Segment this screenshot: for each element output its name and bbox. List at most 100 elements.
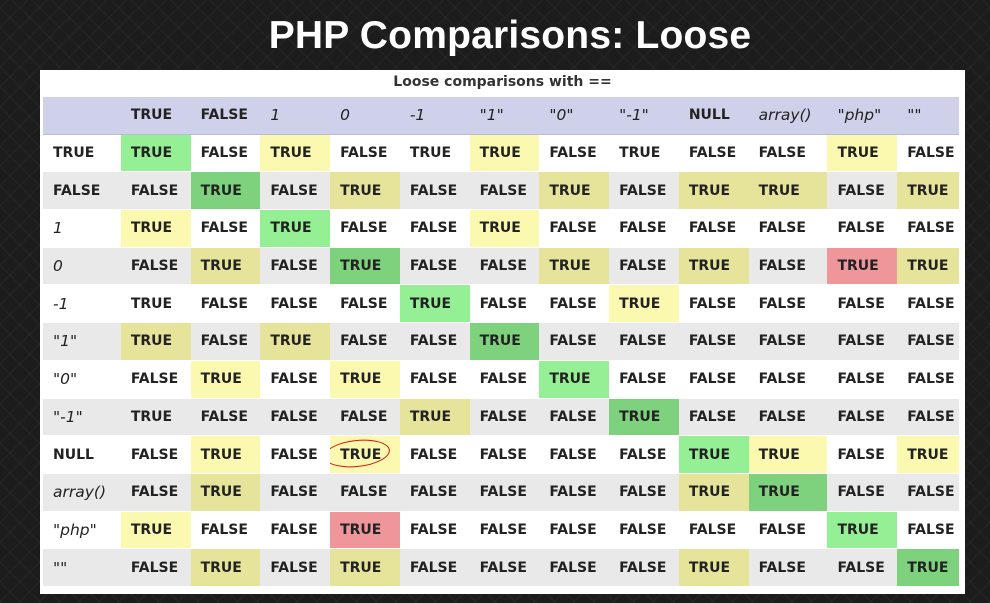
- result-cell: FALSE: [120, 171, 191, 211]
- result-cell: FALSE: [260, 435, 331, 474]
- result-cell: FALSE: [748, 397, 828, 437]
- row-header-php: "php": [43, 510, 121, 550]
- result-cell: FALSE: [330, 397, 400, 437]
- result-cell: FALSE: [330, 472, 400, 512]
- result-cell: FALSE: [330, 209, 400, 248]
- result-cell: FALSE: [469, 397, 540, 437]
- row-header-empty: "": [43, 548, 121, 587]
- result-cell: TRUE: [120, 284, 191, 324]
- result-cell: FALSE: [539, 510, 610, 550]
- column-header-1: 1: [260, 96, 331, 135]
- result-cell: FALSE: [897, 397, 959, 437]
- row-header-true: TRUE: [43, 133, 121, 173]
- result-cell: FALSE: [399, 548, 470, 587]
- result-cell: FALSE: [827, 209, 898, 248]
- column-header--1: -1: [399, 96, 470, 135]
- result-cell: FALSE: [399, 246, 470, 286]
- row-header-array: array(): [43, 472, 121, 512]
- result-cell: TRUE: [190, 435, 261, 474]
- result-cell: FALSE: [260, 246, 331, 286]
- result-cell: TRUE: [330, 246, 400, 286]
- row-header--1: "-1": [43, 397, 121, 437]
- column-header--1: "-1": [609, 96, 679, 135]
- result-cell: FALSE: [827, 322, 898, 361]
- result-cell: TRUE: [609, 284, 679, 324]
- result-cell: FALSE: [539, 397, 610, 437]
- result-cell: FALSE: [539, 209, 610, 248]
- result-cell: TRUE: [330, 510, 400, 550]
- column-header-1: "1": [469, 96, 540, 135]
- result-cell: FALSE: [260, 397, 331, 437]
- loose-comparison-table: TRUE FALSE 1 0 -1 "1" "0" "-1" NULL array() "php" "…: [43, 96, 959, 587]
- header-row: TRUE FALSE 1 0 -1 "1" "0" "-1" NULL array() "php" "…: [43, 96, 959, 135]
- result-cell: FALSE: [469, 548, 540, 587]
- result-cell: FALSE: [330, 133, 400, 173]
- result-cell: TRUE: [539, 171, 610, 211]
- result-cell: TRUE: [678, 246, 749, 286]
- result-cell: FALSE: [399, 209, 470, 248]
- result-cell: FALSE: [827, 397, 898, 437]
- result-cell: FALSE: [469, 246, 540, 286]
- row-header-0: 0: [43, 246, 121, 286]
- result-cell: FALSE: [190, 284, 261, 324]
- result-cell: FALSE: [190, 133, 261, 173]
- result-cell: TRUE: [609, 133, 679, 173]
- row-header-0: "0": [43, 359, 121, 399]
- result-cell: FALSE: [330, 284, 400, 324]
- result-cell: FALSE: [897, 510, 959, 550]
- result-cell: FALSE: [748, 548, 828, 587]
- result-cell: TRUE: [190, 359, 261, 399]
- corner-header-cell: [43, 96, 121, 135]
- column-header-empty: "": [897, 96, 959, 135]
- result-cell: FALSE: [120, 548, 191, 587]
- result-cell: FALSE: [399, 510, 470, 550]
- result-cell: FALSE: [748, 322, 828, 361]
- result-cell: TRUE: [748, 171, 828, 211]
- result-cell: TRUE: [827, 510, 898, 550]
- table-row: "php" TRUE FALSE FALSE TRUE FALSE FALSE FALSE FA…: [43, 510, 959, 550]
- result-cell: FALSE: [827, 435, 898, 474]
- result-cell: TRUE: [190, 246, 261, 286]
- result-cell: TRUE: [260, 322, 331, 361]
- table-row: "-1" TRUE FALSE FALSE FALSE TRUE FALSE FALSE TRU…: [43, 397, 959, 437]
- result-cell: FALSE: [120, 435, 191, 474]
- result-cell: FALSE: [678, 510, 749, 550]
- result-cell: FALSE: [897, 284, 959, 324]
- column-header-null: NULL: [678, 96, 749, 135]
- column-header-true: TRUE: [120, 96, 191, 135]
- row-header-false: FALSE: [43, 171, 121, 211]
- result-cell: FALSE: [609, 359, 679, 399]
- table-row: "" FALSE TRUE FALSE TRUE FALSE FALSE FALSE FALSE…: [43, 548, 959, 587]
- result-cell: FALSE: [190, 322, 261, 361]
- result-cell: TRUE: [120, 397, 191, 437]
- table-caption: Loose comparisons with ==: [393, 74, 612, 90]
- result-cell: FALSE: [539, 284, 610, 324]
- result-cell: TRUE: [469, 133, 540, 173]
- result-cell: TRUE: [330, 171, 400, 211]
- result-cell: TRUE: [399, 284, 470, 324]
- table-row: "0" FALSE TRUE FALSE TRUE FALSE FALSE TRUE FALSE…: [43, 359, 959, 399]
- result-cell: TRUE: [330, 359, 400, 399]
- result-cell: FALSE: [399, 171, 470, 211]
- result-cell: TRUE: [260, 209, 331, 248]
- result-cell: TRUE: [330, 435, 400, 474]
- result-cell: FALSE: [748, 284, 828, 324]
- table-row: NULL FALSE TRUE FALSE TRUE FALSE FALSE FALSE FAL…: [43, 435, 959, 474]
- table-row: 0 FALSE TRUE FALSE TRUE FALSE FALSE TRUE FALSE TR…: [43, 246, 959, 286]
- column-header-php: "php": [827, 96, 898, 135]
- result-cell: TRUE: [120, 209, 191, 248]
- result-cell: FALSE: [120, 246, 191, 286]
- row-header-1: 1: [43, 209, 121, 248]
- result-cell: FALSE: [539, 322, 610, 361]
- row-header-1: "1": [43, 322, 121, 361]
- result-cell: TRUE: [260, 133, 331, 173]
- result-cell: TRUE: [678, 548, 749, 587]
- result-cell: FALSE: [260, 359, 331, 399]
- table-row: TRUE TRUE FALSE TRUE FALSE TRUE TRUE FALSE TRUE F…: [43, 133, 959, 173]
- result-cell: TRUE: [678, 435, 749, 474]
- result-cell: FALSE: [897, 472, 959, 512]
- result-cell: TRUE: [748, 472, 828, 512]
- result-cell: FALSE: [748, 133, 828, 173]
- result-cell: FALSE: [260, 171, 331, 211]
- result-cell: FALSE: [190, 397, 261, 437]
